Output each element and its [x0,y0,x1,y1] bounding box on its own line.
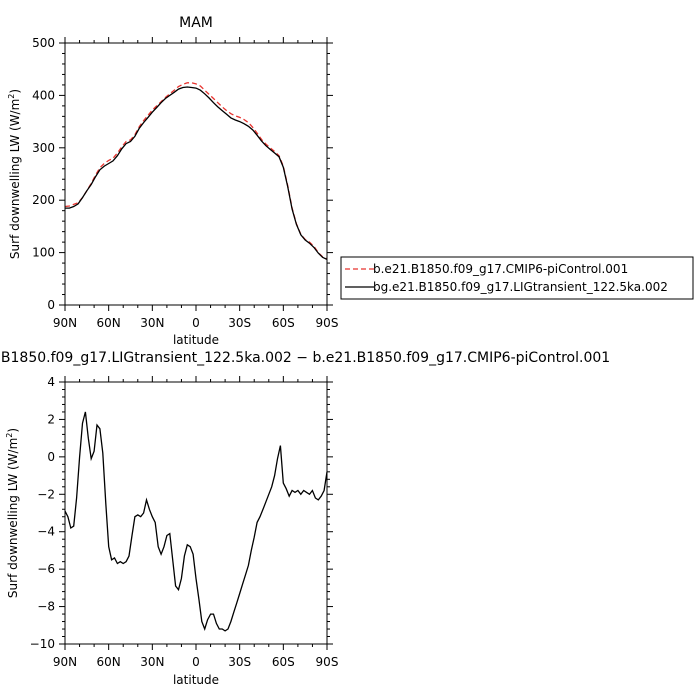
bottom-x-tick-label: 30N [140,655,164,669]
bottom-series-line-0 [64,411,328,632]
top-y-tick-label: 200 [32,193,55,207]
bottom-y-tick-label: −4 [37,525,55,539]
bottom-chart-title: bg.e21.B1850.f09_g17.LIGtransient_122.5k… [0,350,610,366]
bottom-x-axis-label: latitude [173,673,219,687]
top-x-tick-label: 60S [272,316,295,330]
legend-label-ligtransient: bg.e21.B1850.f09_g17.LIGtransient_122.5k… [373,280,668,294]
bottom-chart: bg.e21.B1850.f09_g17.LIGtransient_122.5k… [0,350,610,687]
bottom-x-tick-label: 0 [192,655,200,669]
bottom-x-tick-label: 90S [316,655,339,669]
top-x-tick-label: 60N [97,316,121,330]
top-y-tick-label: 400 [32,88,55,102]
top-series-line-1 [65,86,328,260]
bottom-x-tick-label: 60N [97,655,121,669]
bottom-plot-frame [64,381,328,645]
top-y-tick-label: 100 [32,246,55,260]
top-chart-title: MAM [179,15,213,31]
top-series-line-0 [64,82,328,260]
top-x-tick-label: 30N [140,316,164,330]
bottom-y-tick-label: −2 [37,487,55,501]
top-x-tick-label: 0 [192,316,200,330]
bottom-y-tick-label: 2 [47,412,55,426]
top-x-tick-label: 90S [316,316,339,330]
bottom-y-tick-label: −10 [30,637,55,651]
bottom-y-axis-label: Surf downwelling LW (W/m2) [5,428,20,598]
legend-label-control: b.e21.B1850.f09_g17.CMIP6-piControl.001 [373,262,628,276]
top-y-tick-label: 300 [32,141,55,155]
top-x-tick-label: 90N [53,316,77,330]
bottom-x-tick-label: 60S [272,655,295,669]
top-y-axis-label: Surf downwelling LW (W/m2) [7,89,22,259]
bottom-y-tick-label: 0 [47,450,55,464]
top-y-tick-label: 500 [32,36,55,50]
bottom-x-tick-label: 30S [228,655,251,669]
bottom-y-tick-label: 4 [47,375,55,389]
bottom-y-tick-label: −8 [37,600,55,614]
legend: b.e21.B1850.f09_g17.CMIP6-piControl.001 … [340,256,694,300]
top-plot-frame [64,42,328,306]
top-x-tick-label: 30S [228,316,251,330]
bottom-y-tick-label: −6 [37,562,55,576]
legend-box [340,256,694,300]
top-y-tick-label: 0 [47,298,55,312]
top-x-axis-label: latitude [173,333,219,347]
bottom-x-tick-label: 90N [53,655,77,669]
top-chart: MAM 90N 60N 30N 0 30S 60S 90S0100200300400500 … [7,15,694,347]
